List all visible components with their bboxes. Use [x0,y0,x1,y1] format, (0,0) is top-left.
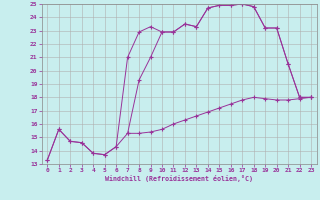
X-axis label: Windchill (Refroidissement éolien,°C): Windchill (Refroidissement éolien,°C) [105,175,253,182]
